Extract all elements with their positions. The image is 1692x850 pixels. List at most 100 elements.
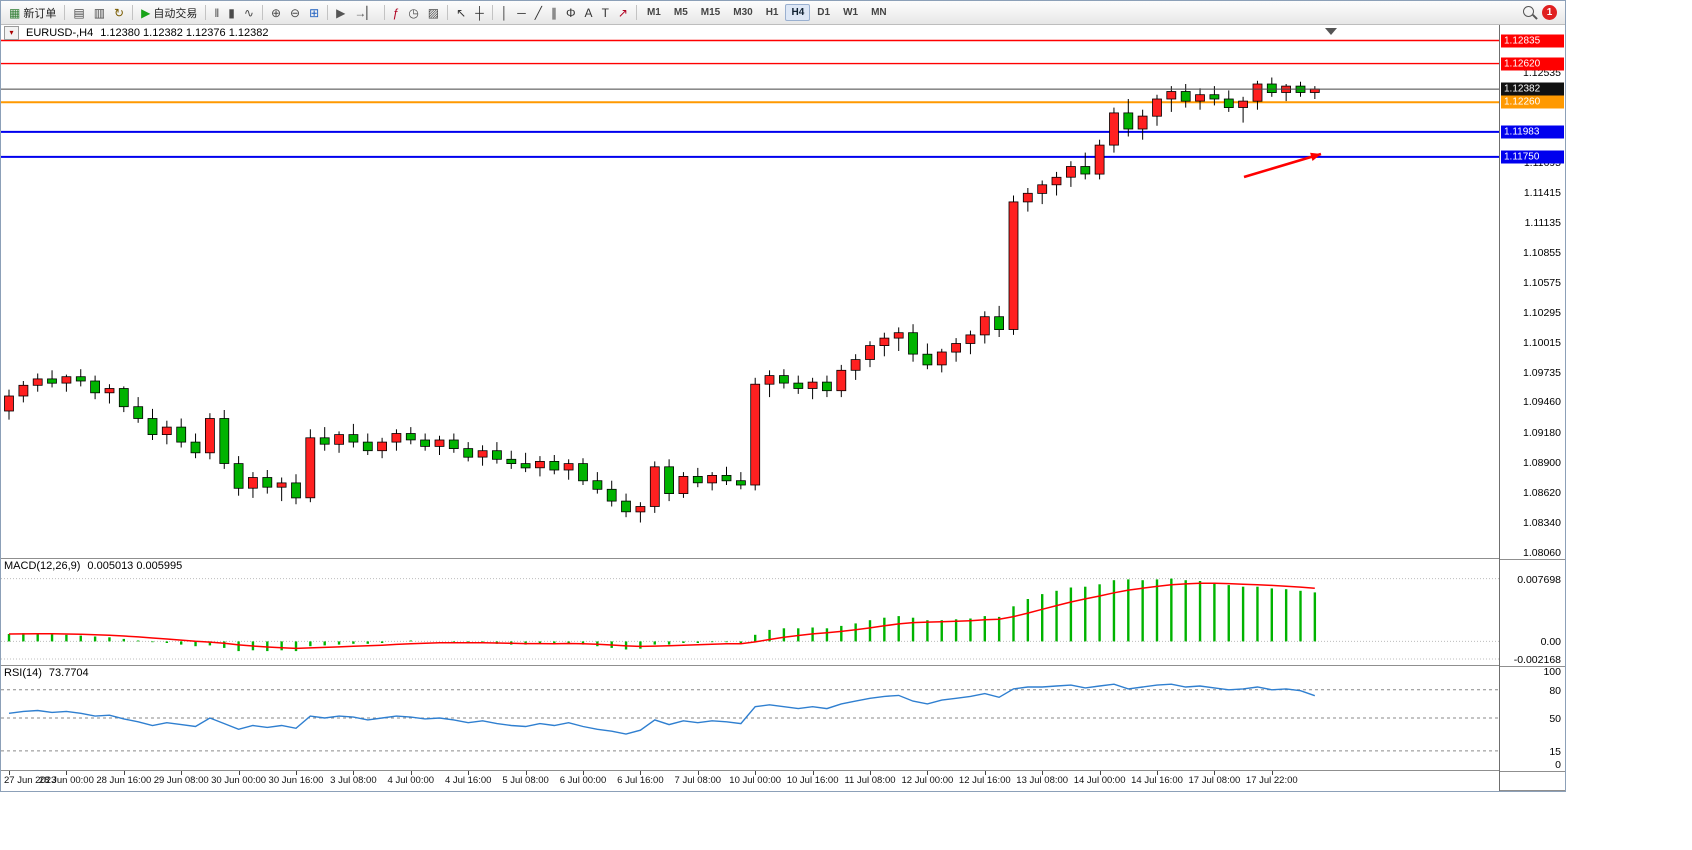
horizontal-line-icon[interactable]: ─ — [513, 2, 530, 23]
auto-trading-button[interactable]: ▶ 自动交易 — [137, 2, 201, 23]
toolbar-separator — [635, 5, 637, 20]
macd-scale[interactable]: 0.007698 0.00 -0.002168 — [1500, 560, 1565, 667]
search-button[interactable] — [1523, 4, 1534, 22]
current-price-box: 1.12382 — [1501, 82, 1564, 96]
time-axis-tick — [1099, 771, 1101, 776]
profiles-icon: ▥ — [93, 5, 106, 20]
new-order-button-label: 新订单 — [23, 7, 57, 20]
cursor-icon[interactable]: ↖ — [452, 2, 470, 23]
timeframe-d1[interactable]: D1 — [817, 7, 831, 18]
time-axis-tick — [353, 771, 355, 776]
profiles-icon[interactable]: ▥ — [90, 2, 109, 23]
rsi-scale-label: 15 — [1549, 745, 1561, 758]
time-axis[interactable]: 27 Jun 2023 28 Jun 00:00 28 Jun 16:00 29 Ju… — [1, 771, 1499, 791]
rsi-scale-label: 50 — [1549, 713, 1561, 725]
crosshair-icon: ┼ — [475, 5, 484, 20]
time-axis-label: 6 Jul 16:00 — [617, 775, 664, 787]
text-icon[interactable]: A — [581, 2, 597, 23]
time-axis-label: 27 Jun 2023 — [4, 775, 57, 787]
time-axis-label: 30 Jun 16:00 — [268, 775, 324, 787]
timeframe-h1[interactable]: H1 — [765, 7, 779, 18]
templates-icon[interactable]: ▨ — [424, 2, 443, 23]
time-axis-tick — [123, 771, 125, 776]
toolbar-separator — [261, 5, 263, 20]
new-order-button[interactable]: ▦ 新订单 — [5, 2, 60, 23]
time-axis-tick — [812, 771, 814, 776]
chart-shift-icon[interactable]: →▏ — [350, 2, 379, 23]
ohlc-values: 1.12380 1.12382 1.12376 1.12382 — [100, 27, 269, 39]
channel-icon[interactable]: ∥ — [547, 2, 561, 23]
bar-chart-icon[interactable]: ‖ — [210, 2, 223, 23]
zoom-in-icon: ⊕ — [270, 5, 282, 20]
timeframe-m15[interactable]: M15 — [700, 7, 721, 18]
trendline-icon: ╱ — [534, 5, 542, 20]
price-scale-label: 1.09180 — [1523, 426, 1561, 439]
horizontal-level-lines — [1, 39, 1499, 158]
time-axis-label: 10 Jul 00:00 — [729, 775, 782, 787]
charts-window-icon[interactable]: ▤ — [69, 2, 88, 23]
toolbar-right: 1 — [1523, 4, 1561, 22]
candlestick-chart-icon: ▮ — [228, 5, 235, 20]
rsi-scale[interactable]: 100 80 50 15 0 — [1500, 667, 1565, 772]
zoom-out-icon[interactable]: ⊖ — [286, 2, 304, 23]
timeframe-mn[interactable]: MN — [871, 7, 887, 18]
time-axis-tick — [525, 771, 527, 776]
price-chart-header: ▾ EURUSD-,H4 1.12380 1.12382 1.12376 1.1… — [4, 26, 268, 40]
macd-chart-canvas[interactable] — [1, 559, 1499, 665]
toolbar-separator — [205, 5, 207, 20]
rsi-panel[interactable]: RSI(14) 73.7704 — [1, 666, 1499, 772]
macd-panel[interactable]: MACD(12,26,9) 0.005013 0.005995 — [1, 559, 1499, 667]
time-axis-tick — [238, 771, 240, 776]
auto-scroll-icon: ▶ — [336, 5, 346, 20]
periods-icon[interactable]: ◷ — [404, 2, 422, 23]
time-axis-label: 3 Jul 08:00 — [330, 775, 377, 787]
time-axis-label: 28 Jun 00:00 — [38, 775, 94, 787]
indicators-icon[interactable]: ƒ — [389, 2, 404, 23]
price-scale-label: 1.08620 — [1523, 486, 1561, 499]
new-order-button-icon: ▦ — [9, 5, 21, 20]
rsi-chart-canvas[interactable] — [1, 666, 1499, 770]
time-axis-tick — [1042, 771, 1044, 776]
zoom-in-icon[interactable]: ⊕ — [267, 2, 285, 23]
price-chart-panel[interactable]: ▾ EURUSD-,H4 1.12380 1.12382 1.12376 1.1… — [1, 25, 1499, 560]
timeframe-h4[interactable]: H4 — [785, 4, 811, 21]
refresh-icon[interactable]: ↻ — [110, 2, 128, 23]
notification-badge[interactable]: 1 — [1542, 5, 1557, 20]
vertical-line-icon: │ — [500, 5, 509, 20]
time-axis-tick — [468, 771, 470, 776]
candlestick-chart-icon[interactable]: ▮ — [224, 2, 239, 23]
auto-scroll-icon[interactable]: ▶ — [332, 2, 349, 23]
candles — [4, 77, 1320, 523]
line-chart-icon[interactable]: ∿ — [240, 2, 258, 23]
text-label-icon[interactable]: T — [598, 2, 613, 23]
time-axis-label: 4 Jul 16:00 — [444, 775, 492, 787]
crosshair-icon[interactable]: ┼ — [471, 2, 488, 23]
chart-shift-icon: →▏ — [354, 5, 376, 20]
timeframe-w1[interactable]: W1 — [843, 7, 859, 18]
macd-values: 0.005013 0.005995 — [87, 560, 183, 573]
price-scale[interactable]: 1.125351.116951.114151.111351.108551.105… — [1500, 25, 1565, 560]
macd-histogram — [7, 578, 1317, 652]
timeframe-m1[interactable]: M1 — [646, 7, 661, 18]
fibonacci-icon[interactable]: Φ — [562, 2, 580, 23]
time-axis-label: 5 Jul 08:00 — [502, 775, 549, 787]
charts-column: ▾ EURUSD-,H4 1.12380 1.12382 1.12376 1.1… — [1, 25, 1499, 791]
arrows-icon[interactable]: ↗ — [614, 2, 632, 23]
candlestick-chart-canvas[interactable] — [1, 25, 1499, 559]
time-axis-label: 4 Jul 00:00 — [387, 775, 435, 787]
symbol-dropdown-icon[interactable]: ▾ — [4, 26, 19, 40]
macd-scale-label: 0.007698 — [1517, 573, 1561, 586]
vertical-line-icon[interactable]: │ — [497, 2, 513, 23]
timeframe-m30[interactable]: M30 — [733, 7, 753, 18]
price-scale-label: 1.10015 — [1523, 336, 1561, 349]
time-axis-tick — [296, 771, 297, 776]
trendline-icon[interactable]: ╱ — [531, 2, 546, 23]
rsi-level-lines — [1, 689, 1499, 752]
time-axis-tick — [9, 771, 10, 776]
charts-window-icon: ▤ — [73, 5, 85, 20]
price-scale-label: 1.09460 — [1523, 396, 1561, 409]
timeframe-m5[interactable]: M5 — [673, 7, 688, 18]
level-price-box: 1.11750 — [1501, 150, 1564, 164]
tile-windows-icon[interactable]: ⊞ — [305, 2, 323, 23]
price-scale-label: 1.11415 — [1523, 186, 1561, 199]
